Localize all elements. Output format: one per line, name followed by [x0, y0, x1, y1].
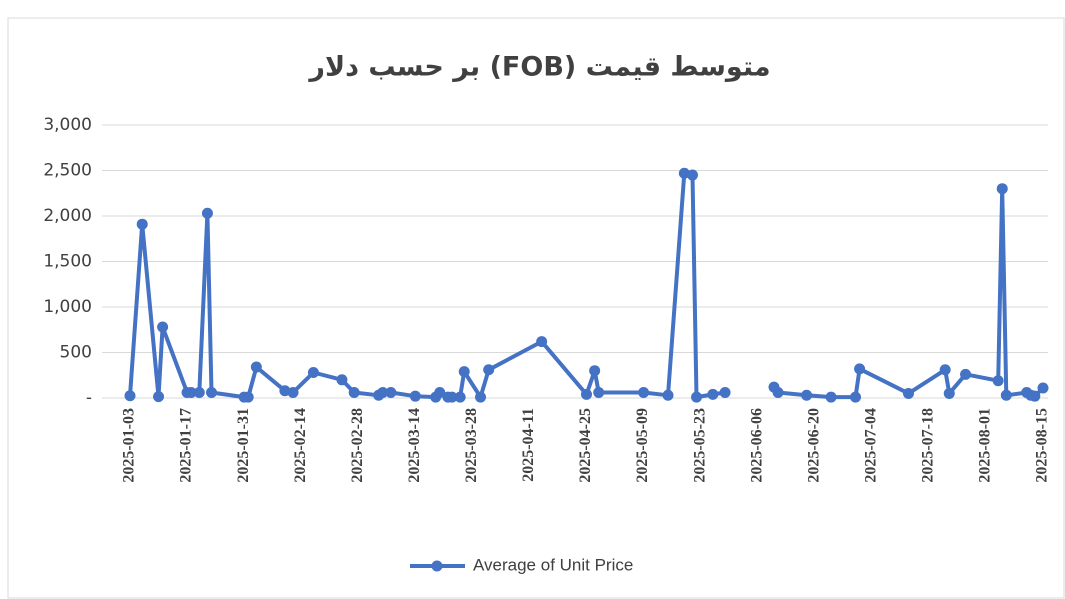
- x-tick-label: 2025-01-17: [178, 408, 195, 483]
- data-point: [850, 391, 862, 403]
- data-point: [996, 183, 1008, 195]
- data-point: [662, 389, 674, 401]
- x-tick-label: 2025-06-20: [805, 408, 822, 483]
- data-point: [336, 374, 348, 386]
- data-point: [250, 361, 262, 373]
- data-point: [691, 391, 703, 403]
- x-tick-label: 2025-03-14: [406, 408, 423, 483]
- x-tick-label: 2025-05-09: [634, 408, 651, 483]
- data-point: [193, 387, 205, 399]
- x-tick-label: 2025-06-06: [748, 408, 765, 483]
- data-point: [1000, 389, 1012, 401]
- data-point: [201, 207, 213, 219]
- y-tick-label: 2,000: [43, 206, 92, 226]
- data-point: [206, 387, 218, 399]
- data-point: [536, 336, 548, 348]
- data-point: [593, 387, 605, 399]
- x-tick-label: 2025-07-18: [920, 408, 937, 483]
- x-tick-label: 2025-04-11: [520, 408, 537, 482]
- legend-label: Average of Unit Price: [473, 555, 633, 574]
- data-point: [242, 391, 254, 403]
- data-point: [1037, 382, 1049, 394]
- data-point: [992, 375, 1004, 387]
- data-point: [939, 364, 951, 376]
- data-point: [446, 391, 458, 403]
- chart-title: متوسط قیمت (FOB) بر حسب دلار: [307, 52, 770, 83]
- x-tick-label: 2025-02-14: [292, 408, 309, 483]
- data-point: [943, 387, 955, 399]
- y-tick-label: 3,000: [43, 115, 92, 135]
- data-point: [153, 391, 165, 403]
- data-point: [124, 390, 136, 402]
- data-point: [1029, 390, 1041, 402]
- data-point: [385, 387, 397, 399]
- data-point: [686, 169, 698, 181]
- y-tick-label: 1,000: [43, 297, 92, 317]
- data-point: [454, 391, 466, 403]
- data-point: [287, 387, 299, 399]
- chart-frame: [7, 17, 1065, 599]
- x-tick-label: 2025-02-28: [349, 408, 366, 483]
- legend-marker: [431, 560, 443, 572]
- data-point: [307, 367, 319, 379]
- data-point: [902, 387, 914, 399]
- data-point: [719, 387, 731, 399]
- data-point: [185, 387, 197, 399]
- data-point: [638, 387, 650, 399]
- x-tick-label: 2025-03-28: [463, 408, 480, 483]
- x-tick-label: 2025-04-25: [577, 408, 594, 483]
- data-point: [854, 363, 866, 375]
- x-tick-label: 2025-07-04: [862, 408, 879, 483]
- x-tick-label: 2025-01-03: [121, 408, 138, 483]
- data-point: [801, 389, 813, 401]
- data-point: [960, 368, 972, 380]
- data-point: [458, 366, 470, 378]
- y-tick-label: -: [86, 388, 92, 408]
- x-tick-label: 2025-08-01: [977, 408, 994, 483]
- data-point: [157, 321, 169, 333]
- data-point: [475, 391, 487, 403]
- data-point: [377, 387, 389, 399]
- data-point: [483, 364, 495, 376]
- data-point: [581, 388, 592, 400]
- x-tick-label: 2025-08-15: [1034, 408, 1051, 483]
- y-tick-label: 2,500: [43, 161, 92, 181]
- data-point: [348, 387, 360, 399]
- data-point: [136, 218, 148, 230]
- data-point: [409, 390, 421, 402]
- y-tick-label: 500: [60, 343, 92, 363]
- data-point: [772, 387, 784, 399]
- data-point: [825, 391, 837, 403]
- data-point: [707, 388, 719, 400]
- data-point: [434, 387, 446, 399]
- x-tick-label: 2025-05-23: [691, 408, 708, 483]
- data-point: [589, 365, 601, 377]
- y-tick-label: 1,500: [43, 252, 92, 272]
- x-tick-label: 2025-01-31: [235, 408, 252, 483]
